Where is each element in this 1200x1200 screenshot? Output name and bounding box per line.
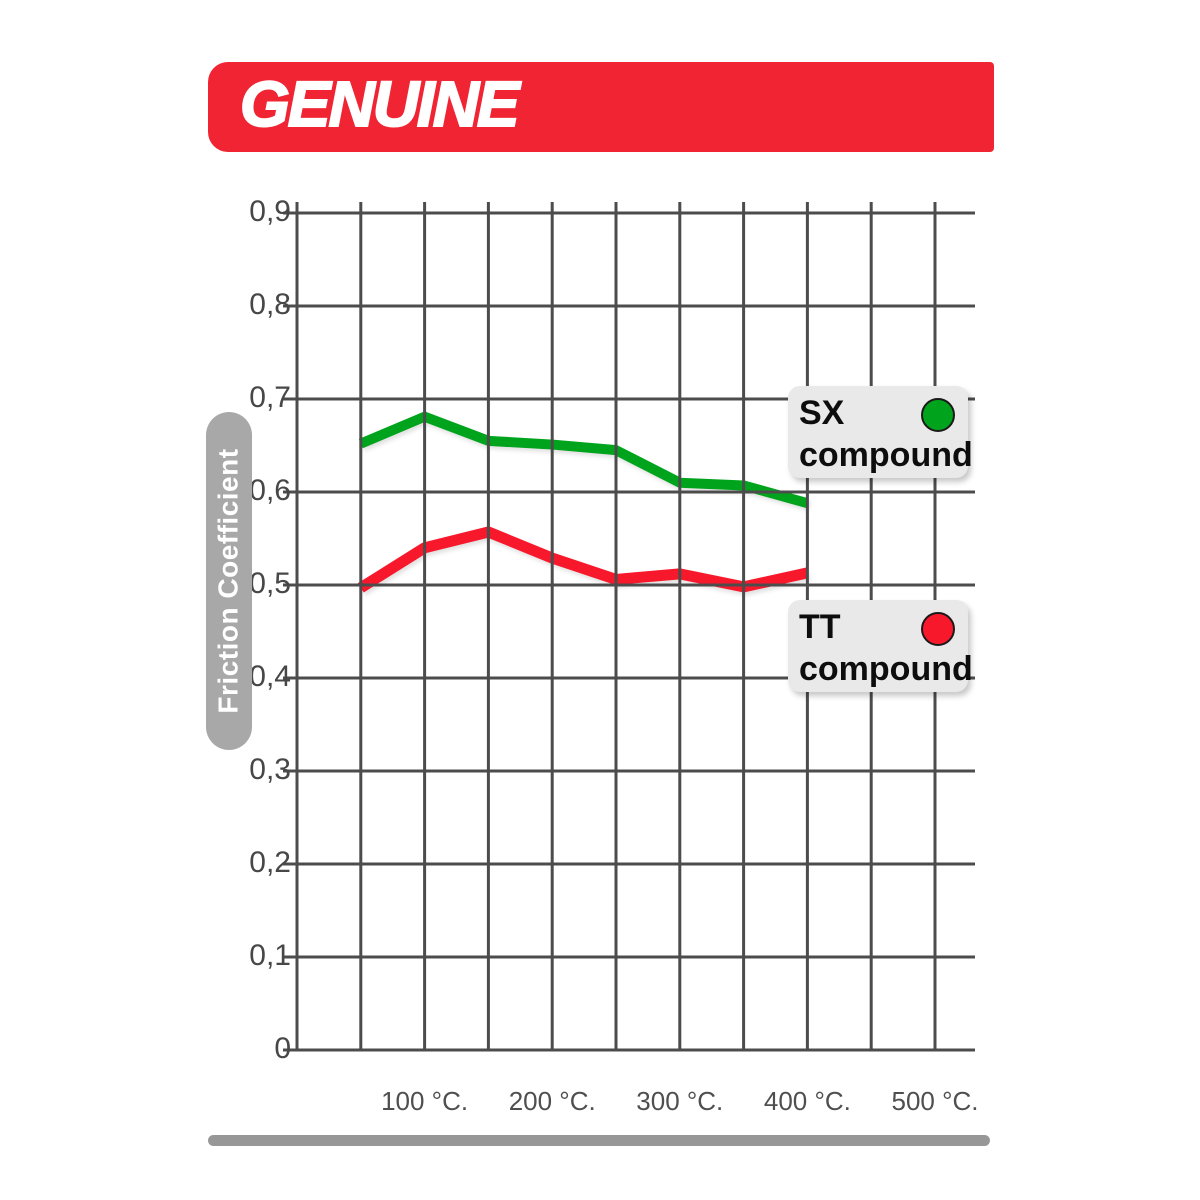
legend-tt-line1: TT bbox=[799, 608, 841, 646]
y-axis-label-pill: Friction Coefficient bbox=[206, 412, 252, 750]
legend-sx-line1: SX bbox=[799, 394, 845, 432]
y-axis-label: Friction Coefficient bbox=[213, 448, 244, 714]
series-line-sx bbox=[358, 411, 809, 508]
y-tick-label: 0,1 bbox=[249, 939, 291, 972]
y-tick-label: 0,4 bbox=[249, 660, 291, 693]
legend-tt-compound: TT compound bbox=[788, 600, 973, 692]
x-tick-label: 400 °C. bbox=[764, 1086, 851, 1116]
genuine-banner: GENUINE bbox=[208, 62, 994, 152]
y-tick-label: 0,5 bbox=[249, 567, 291, 600]
legend-sx-line2: compound bbox=[799, 436, 973, 474]
x-tick-label: 200 °C. bbox=[509, 1086, 596, 1116]
x-tick-label: 300 °C. bbox=[636, 1086, 723, 1116]
y-tick-label: 0,3 bbox=[249, 753, 291, 786]
y-tick-label: 0,6 bbox=[249, 474, 291, 507]
footer-bar bbox=[208, 1135, 990, 1146]
y-tick-label: 0 bbox=[274, 1032, 291, 1065]
legend-tt-dot-icon bbox=[921, 612, 955, 646]
x-tick-label: 100 °C. bbox=[381, 1086, 468, 1116]
legend-sx-dot-icon bbox=[921, 398, 955, 432]
legend-sx-compound: SX compound bbox=[788, 386, 973, 478]
y-tick-label: 0,9 bbox=[249, 195, 291, 228]
y-tick-label: 0,7 bbox=[249, 381, 291, 414]
series-line-tt bbox=[357, 526, 809, 593]
x-tick-label: 500 °C. bbox=[891, 1086, 978, 1116]
y-tick-label: 0,8 bbox=[249, 288, 291, 321]
legend-tt-line2: compound bbox=[799, 650, 973, 688]
y-tick-label: 0,2 bbox=[249, 846, 291, 879]
banner-title: GENUINE bbox=[239, 67, 521, 141]
